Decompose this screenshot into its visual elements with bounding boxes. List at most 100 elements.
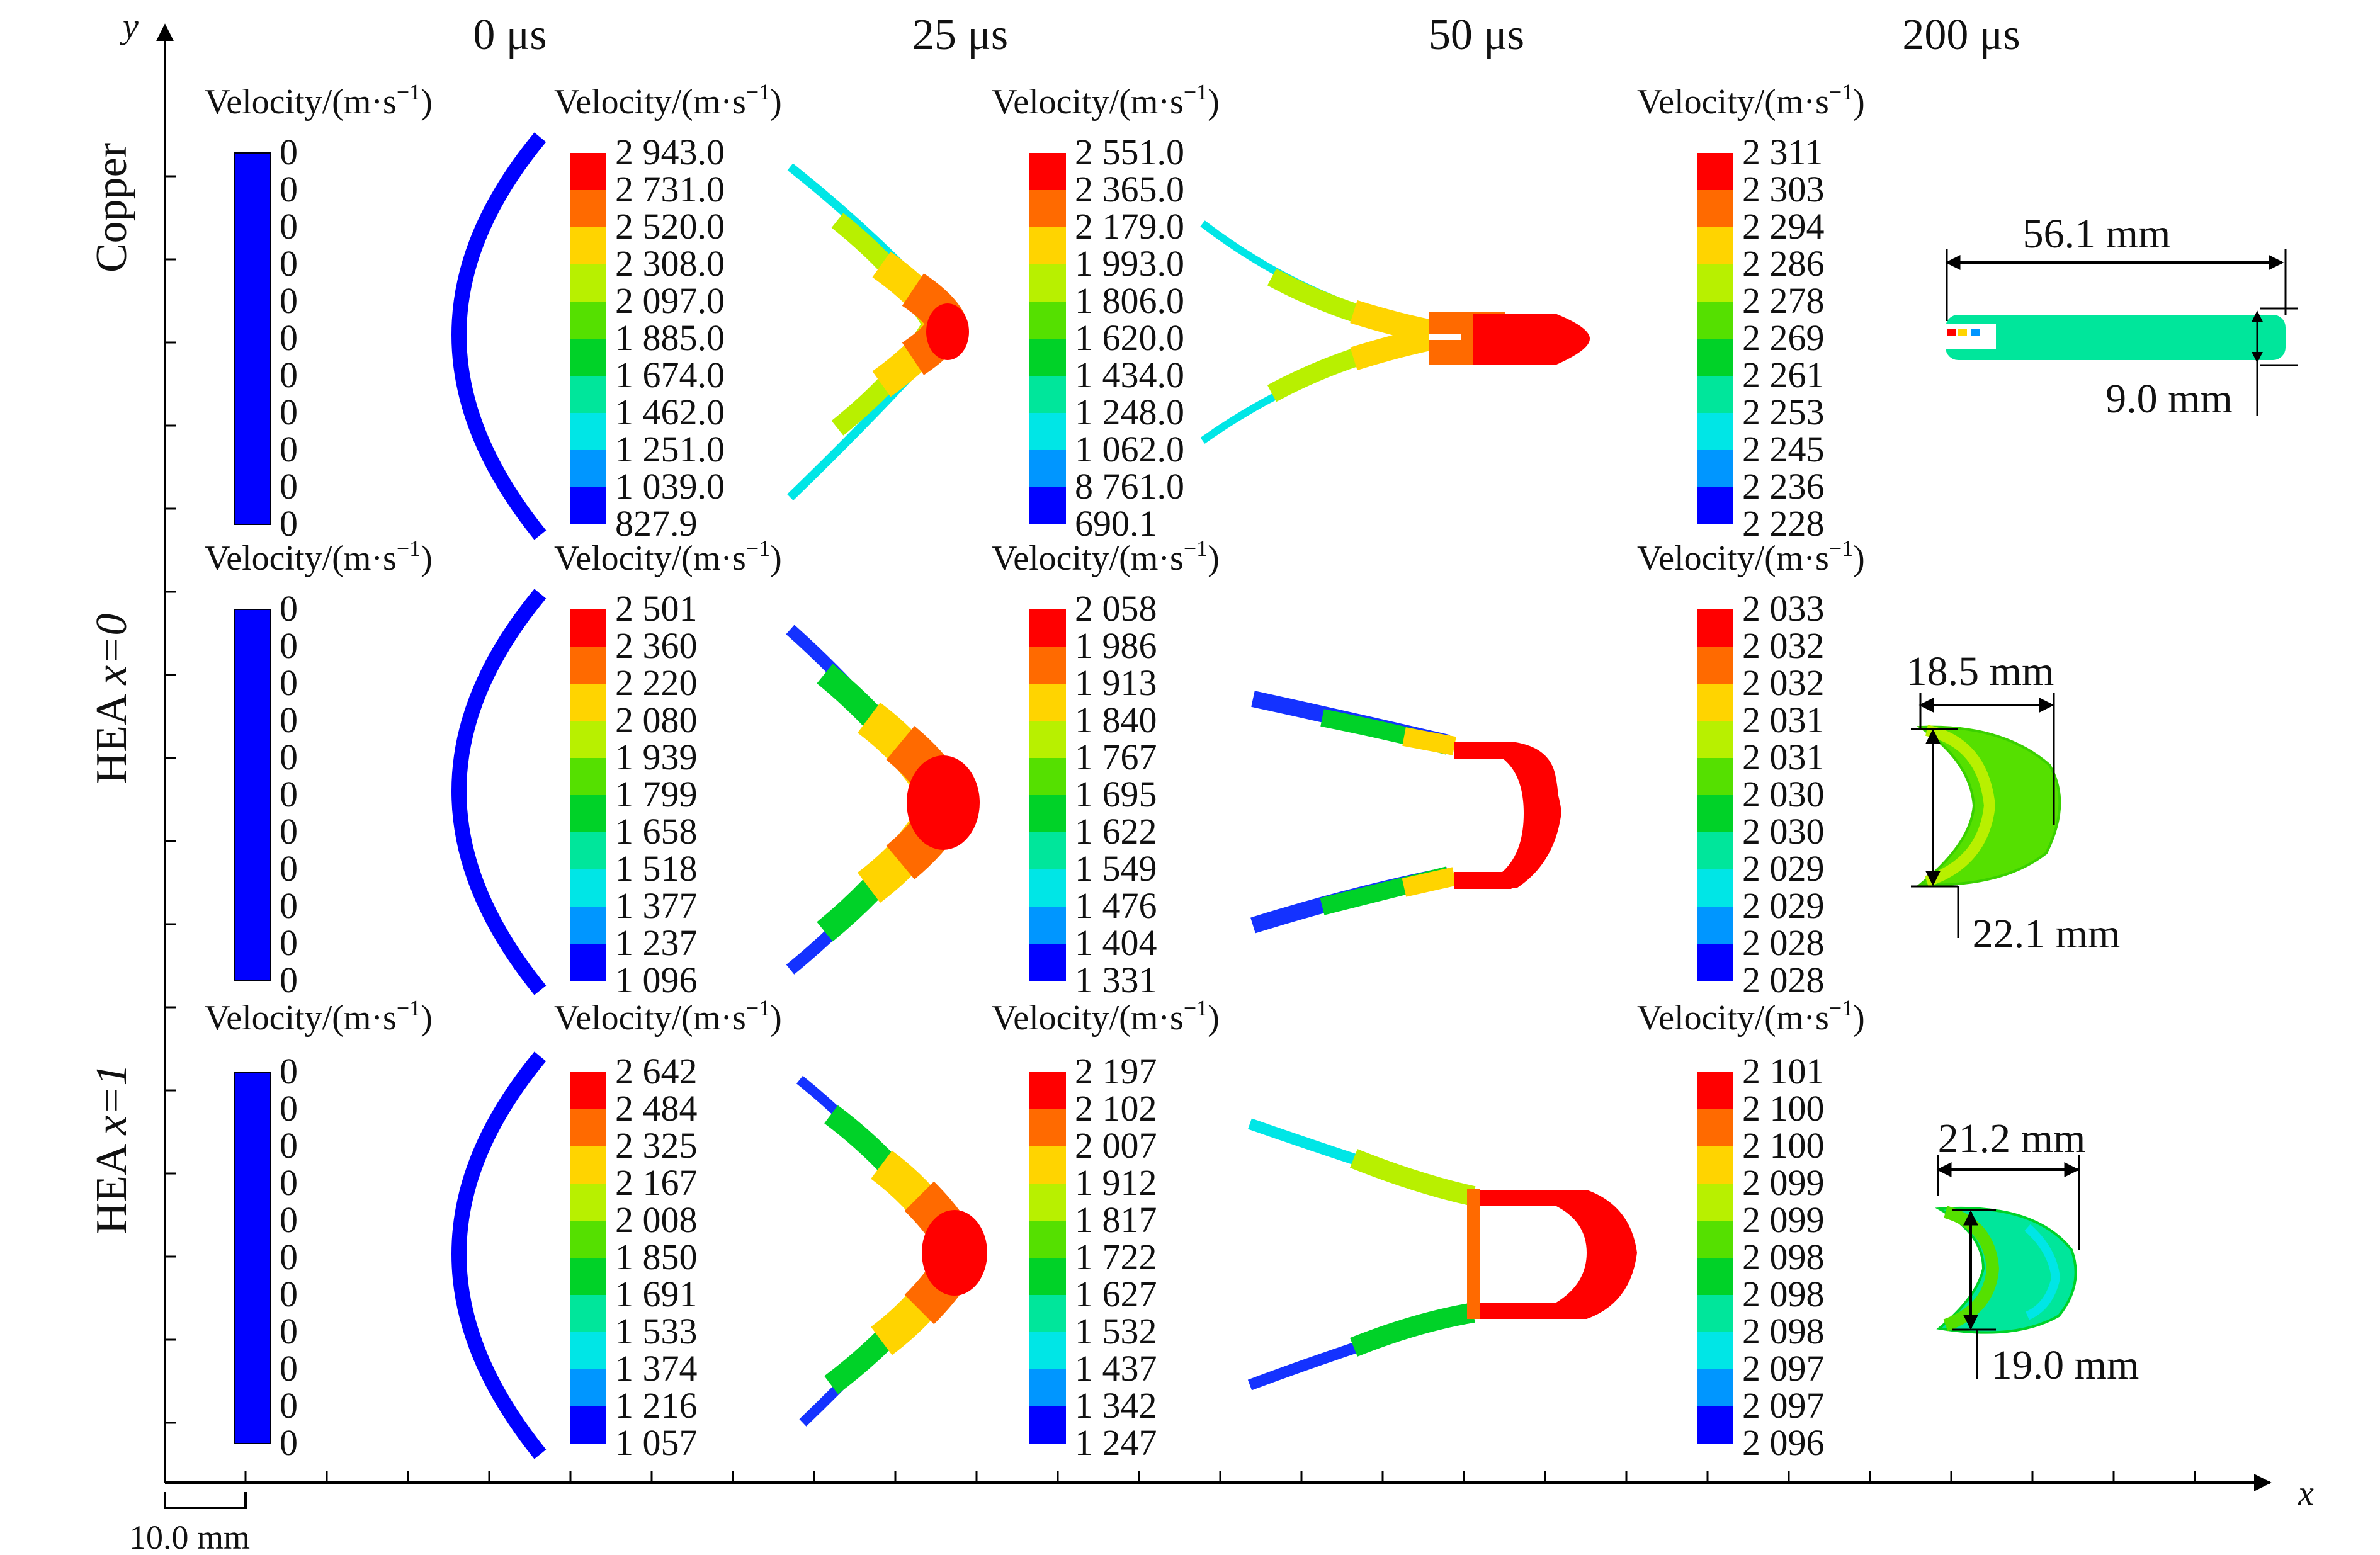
legend-value: 1 247 [1075, 1422, 1157, 1463]
legend-swatch [1697, 227, 1733, 264]
legend-value: 1 377 [615, 885, 698, 926]
legend-value: 2 097 [1742, 1385, 1825, 1426]
legend-value: 2 097.0 [615, 280, 725, 321]
legend-value: 0 [280, 466, 298, 507]
legend-value: 2 325 [615, 1125, 698, 1166]
legend-swatch [1697, 944, 1733, 981]
legend-swatch [1029, 721, 1066, 758]
legend-value: 0 [280, 774, 298, 815]
legend-title: Velocity/(m·s−1) [992, 995, 1220, 1038]
axes: y x 10.0 mm [120, 7, 2314, 1555]
legend-value: 1 622 [1075, 811, 1157, 852]
legend-swatch [1697, 1221, 1733, 1258]
legend-swatch [1029, 1146, 1066, 1184]
legend-value: 0 [280, 1422, 298, 1463]
time-header-200: 200 μs [1902, 11, 2020, 59]
legend-swatch [1697, 907, 1733, 944]
legend-swatch [1029, 487, 1066, 524]
legend-value: 2 294 [1742, 206, 1825, 247]
row-label-hea-x1: HEA x=1 [88, 1064, 136, 1235]
legend-swatch [1697, 1369, 1733, 1406]
legend-value: 2 028 [1742, 959, 1825, 1000]
legend-value: 1 434.0 [1075, 354, 1184, 395]
legend-value: 1 462.0 [615, 392, 725, 433]
legend-swatch [1029, 1184, 1066, 1221]
legend-title: Velocity/(m·s−1) [992, 536, 1220, 578]
legend-swatch [570, 1184, 606, 1221]
legend-swatch [1029, 832, 1066, 869]
legend-value: 2 029 [1742, 885, 1825, 926]
legend-value: 1 993.0 [1075, 243, 1184, 284]
legend-swatch [1029, 339, 1066, 376]
legend-swatch [1029, 795, 1066, 832]
shape-50us-copper [1200, 220, 1590, 444]
curved-liner-hea-x1 [451, 1051, 547, 1459]
legend-value: 2 311 [1742, 132, 1823, 172]
legend-swatch [1029, 302, 1066, 339]
legend-value: 1 799 [615, 774, 698, 815]
legend-swatch [1697, 1258, 1733, 1295]
legend-swatch [570, 1146, 606, 1184]
legend-value: 0 [280, 503, 298, 544]
legend-value: 1 062.0 [1075, 429, 1184, 470]
legend-swatch [570, 907, 606, 944]
legend-value: 2 098 [1742, 1311, 1825, 1352]
legend-value: 2 501 [615, 588, 698, 629]
legend-value: 1 057 [615, 1422, 698, 1463]
legend-value: 2 100 [1742, 1088, 1825, 1129]
legend-swatch [570, 684, 606, 721]
liner-plate-copper [234, 152, 271, 525]
legend-swatch [570, 944, 606, 981]
liner-plates-0us [234, 152, 271, 1444]
legend-value: 0 [280, 132, 298, 172]
dim-copper-length: 56.1 mm [2023, 211, 2171, 257]
legend-swatch [1697, 869, 1733, 907]
legend-value: 2 098 [1742, 1274, 1825, 1315]
time-headers: 0 μs 25 μs 50 μs 200 μs [473, 11, 2020, 59]
legend-swatch [1697, 302, 1733, 339]
legend-value: 2 033 [1742, 588, 1825, 629]
legend-swatch [1697, 339, 1733, 376]
legend-swatch [570, 1221, 606, 1258]
legend-title: Velocity/(m·s−1) [1637, 995, 1865, 1038]
legend-value: 0 [280, 737, 298, 778]
legend-swatch [1697, 1146, 1733, 1184]
legend-value: 2 228 [1742, 503, 1825, 544]
legend-value: 2 731.0 [615, 169, 725, 210]
legend-swatch [1697, 1295, 1733, 1332]
legend-value: 1 237 [615, 922, 698, 963]
legend-value: 2 080 [615, 699, 698, 740]
legend-swatch [570, 609, 606, 647]
legend-swatch [570, 413, 606, 450]
liner-plate-hea-x0 [234, 609, 271, 981]
shape-50us-hea-x0 [1250, 691, 1561, 934]
legend-title: Velocity/(m·s−1) [992, 79, 1220, 122]
legend-value: 2 031 [1742, 737, 1825, 778]
legend-value: 1 342 [1075, 1385, 1157, 1426]
legend-value: 2 028 [1742, 922, 1825, 963]
legend-value: 0 [280, 1125, 298, 1166]
legend-swatch [1697, 1332, 1733, 1369]
legend-value: 827.9 [615, 503, 698, 544]
legend-value: 1 840 [1075, 699, 1157, 740]
legend-value: 2 484 [615, 1088, 698, 1129]
legend-value: 1 722 [1075, 1236, 1157, 1277]
legend-value: 0 [280, 848, 298, 889]
legend-swatch [570, 869, 606, 907]
shape-50us-hea-x1 [1247, 1118, 1637, 1391]
legend-value: 2 278 [1742, 280, 1825, 321]
legend-title: Velocity/(m·s−1) [1637, 79, 1865, 122]
legend-swatch [1029, 1295, 1066, 1332]
legend-value: 0 [280, 317, 298, 358]
legend-value: 2 179.0 [1075, 206, 1184, 247]
legend-swatch [570, 647, 606, 684]
dim-hea-x0-length: 18.5 mm [1907, 648, 2054, 694]
shape-25us-hea-x0 [786, 625, 980, 975]
legend-swatch [1029, 1072, 1066, 1109]
legend-value: 2 303 [1742, 169, 1825, 210]
legend-swatch [1697, 609, 1733, 647]
